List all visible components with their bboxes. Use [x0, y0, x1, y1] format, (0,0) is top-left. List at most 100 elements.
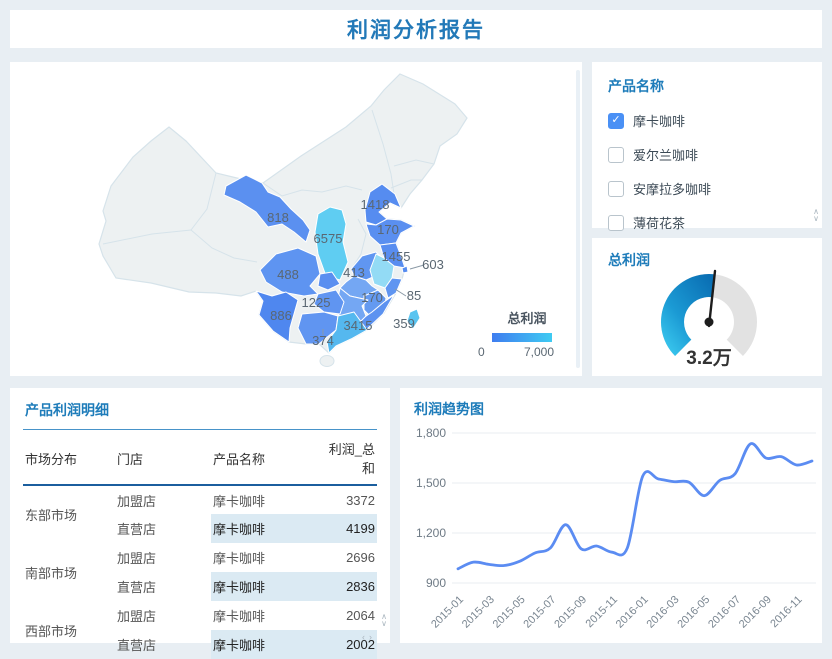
table-row[interactable]: 直营店 摩卡咖啡 2836: [23, 572, 377, 601]
map-value-label: 886: [270, 308, 292, 323]
svg-text:2016-07: 2016-07: [706, 594, 743, 631]
map-region[interactable]: [313, 289, 345, 315]
product-filter-panel: 产品名称 ✓ 摩卡咖啡 爱尔兰咖啡 安摩拉多咖啡 薄荷花茶 ∧ ∨: [592, 62, 822, 231]
column-header[interactable]: 利润_总和: [321, 430, 377, 486]
map-legend: 总利润 0 7,000: [470, 308, 570, 359]
gauge-needle: [707, 269, 717, 328]
chevron-down-icon: ∨: [813, 214, 819, 223]
product-cell: 摩卡咖啡: [211, 572, 321, 601]
table-row[interactable]: 西部市场 加盟店 摩卡咖啡 2064: [23, 601, 377, 639]
profit-detail-panel: 产品利润明细 市场分布 门店 产品名称 利润_总和 东部市场 加盟店 摩卡咖啡 …: [10, 388, 390, 659]
report-title-bar: 利润分析报告: [10, 10, 822, 48]
column-header[interactable]: 门店: [115, 430, 211, 486]
checkbox-item-mocha[interactable]: ✓ 摩卡咖啡: [608, 111, 806, 130]
profit-cell: 2064: [346, 608, 375, 623]
store-cell: 加盟店: [117, 609, 157, 624]
chevron-up-icon: ∧: [381, 612, 387, 621]
svg-text:2016-11: 2016-11: [768, 594, 804, 630]
profit-detail-table: 市场分布 门店 产品名称 利润_总和 东部市场 加盟店 摩卡咖啡 3372 直营…: [23, 430, 377, 659]
map-panel: 818 6575 1418 170 1455 603 413 488 1225 …: [10, 62, 582, 376]
checkbox-label: 薄荷花茶: [633, 216, 686, 231]
legend-title: 总利润: [507, 311, 547, 326]
map-region[interactable]: [317, 271, 341, 291]
map-value-labels: 818 6575 1418 170 1455 603 413 488 1225 …: [267, 197, 444, 348]
map-region[interactable]: [319, 355, 335, 367]
map-value-label: 170: [361, 290, 383, 305]
checkbox-unchecked-icon[interactable]: [608, 180, 624, 197]
map-value-label: 1418: [361, 197, 390, 212]
svg-text:2016-05: 2016-05: [675, 594, 712, 631]
svg-text:2015-07: 2015-07: [521, 594, 558, 631]
map-value-label: 374: [312, 333, 334, 348]
map-region[interactable]: [223, 174, 311, 243]
svg-text:1,500: 1,500: [416, 476, 446, 490]
map-value-label: 3415: [344, 318, 373, 333]
map-region[interactable]: [365, 218, 415, 246]
svg-text:2015-05: 2015-05: [491, 594, 528, 631]
map-value-label: 170: [377, 222, 399, 237]
scroll-up-down-icons[interactable]: ∧ ∨: [381, 612, 387, 628]
svg-text:2015-11: 2015-11: [584, 594, 620, 630]
scroll-up-down-icons[interactable]: ∧ ∨: [813, 207, 819, 223]
table-row[interactable]: 直营店 摩卡咖啡 4199: [23, 514, 377, 543]
checkbox-checked-icon[interactable]: ✓: [608, 112, 624, 129]
legend-max-label: 7,000: [523, 345, 554, 359]
page-title: 利润分析报告: [347, 19, 485, 42]
table-header-row: 市场分布 门店 产品名称 利润_总和: [23, 430, 377, 486]
checkbox-item-irish[interactable]: 爱尔兰咖啡: [608, 145, 806, 164]
map-region[interactable]: [314, 206, 349, 281]
product-cell: 摩卡咖啡: [213, 551, 266, 566]
map-region[interactable]: [259, 247, 321, 297]
map-region[interactable]: [364, 183, 402, 226]
checkbox-label: 爱尔兰咖啡: [633, 148, 699, 163]
scroll-left-right-icons[interactable]: ‹›: [362, 632, 376, 642]
chevron-down-icon: ∨: [381, 619, 387, 628]
gauge-pivot: [704, 317, 714, 327]
checkbox-unchecked-icon[interactable]: [608, 146, 624, 163]
profit-cell: 2836: [321, 572, 377, 601]
checkbox-item-mint-tea[interactable]: 薄荷花茶: [608, 213, 806, 232]
chevron-up-icon: ∧: [813, 207, 819, 216]
map-region[interactable]: [297, 311, 339, 345]
product-cell: 摩卡咖啡: [211, 630, 321, 659]
product-cell: 摩卡咖啡: [211, 514, 321, 543]
svg-text:1,800: 1,800: [416, 426, 446, 440]
trend-panel-title: 利润趋势图: [414, 401, 484, 417]
store-cell: 直营店: [117, 580, 157, 595]
province-borders: [102, 109, 435, 269]
table-row[interactable]: 南部市场 加盟店 摩卡咖啡 2696: [23, 543, 377, 581]
gauge-value: 3.2万: [686, 348, 731, 369]
map-value-label: 1455: [382, 249, 411, 264]
chevron-left-icon: ‹: [362, 632, 369, 642]
checkbox-label: 安摩拉多咖啡: [633, 182, 712, 197]
store-cell: 直营店: [117, 522, 157, 537]
map-region[interactable]: [326, 311, 368, 354]
profit-cell: 2696: [346, 550, 375, 565]
checkbox-item-amorado[interactable]: 安摩拉多咖啡: [608, 179, 806, 198]
map-scrollbar[interactable]: [576, 70, 580, 368]
column-header[interactable]: 产品名称: [211, 430, 321, 486]
svg-text:2016-03: 2016-03: [645, 594, 682, 631]
map-region[interactable]: [406, 308, 421, 330]
gauge-panel: 总利润 3.2万: [592, 238, 822, 376]
map-value-label: 818: [267, 210, 289, 225]
svg-text:2015-01: 2015-01: [429, 594, 466, 631]
svg-text:900: 900: [426, 576, 446, 590]
trend-chart-panel: 利润趋势图 900 1,200 1,500 1,800 2015-01 2015-03 20…: [400, 388, 822, 643]
map-region[interactable]: [401, 265, 409, 274]
svg-text:2015-09: 2015-09: [552, 594, 589, 631]
svg-text:2016-09: 2016-09: [737, 594, 774, 631]
store-cell: 加盟店: [117, 551, 157, 566]
checkbox-label: 摩卡咖啡: [633, 114, 686, 129]
map-region[interactable]: [255, 290, 299, 343]
map-region[interactable]: [384, 277, 403, 299]
table-panel-title: 产品利润明细: [23, 398, 377, 430]
table-row[interactable]: 东部市场 加盟店 摩卡咖啡 3372: [23, 485, 377, 524]
trend-chart: 9001,2001,5001,8002015-012015-032015-052…: [416, 426, 816, 631]
gauge-fill: [661, 274, 715, 356]
checkbox-unchecked-icon[interactable]: [608, 214, 624, 231]
filter-panel-title: 产品名称: [608, 78, 664, 94]
column-header[interactable]: 市场分布: [23, 430, 115, 486]
china-map: 818 6575 1418 170 1455 603 413 488 1225 …: [98, 73, 468, 367]
product-cell: 摩卡咖啡: [213, 609, 266, 624]
